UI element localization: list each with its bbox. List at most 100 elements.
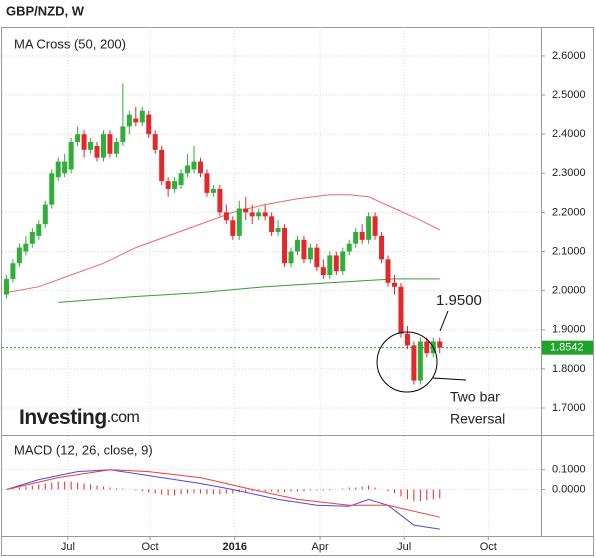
marks: 1.7000 1.8000 1.9000 2.0000 2.1000 2.2000 2.30… [2,50,593,553]
moving-average [6,194,441,294]
candle-body [294,239,300,252]
candle-body [411,345,417,381]
annotation: Two bar [450,389,500,405]
candle-body [10,263,16,279]
logo-name: Investing [19,406,107,429]
candle-body [320,267,326,275]
candle-body [327,255,333,275]
candle-body [307,247,313,260]
candle-body [391,282,397,287]
candle-body [385,259,391,283]
candle-body [29,231,35,244]
candle-body [269,216,275,232]
candle-body [126,114,132,127]
last-price-box [542,340,593,355]
candle-body [288,251,294,264]
candle-body [3,278,9,295]
macd-line [6,469,440,518]
candle-body [437,341,443,348]
candle-body [230,220,236,236]
logo-domain: .com [107,409,140,426]
x-tick-label: 2016 [223,541,247,553]
y-tick-label: 1.8000 [552,363,586,375]
x-tick-label: Oct [141,541,158,553]
candle-body [353,231,359,244]
candle-body [249,212,255,217]
candle-body [204,173,210,193]
candle-body [42,204,48,225]
candle-body [256,212,262,217]
candle-body [107,134,113,154]
candle-body [185,165,191,174]
macd-line [6,469,440,530]
candle-body [282,228,288,264]
moving-average [58,278,440,303]
candle-body [146,114,152,135]
grid [2,27,541,535]
annotation-circle [376,331,438,393]
candle-body [75,134,81,143]
candle-body [210,188,216,193]
y-tick-label: 1.9000 [552,324,586,336]
candle-body [81,134,87,150]
y-tick-label: 2.6000 [552,50,586,62]
header-title: GBP/NZD, W [6,3,85,18]
y-tick-label: 2.5000 [552,89,586,101]
x-tick-label: Jul [61,541,75,553]
candle-body [100,134,106,158]
candle-body [55,161,61,178]
candle-body [152,134,158,150]
candle-body [49,173,55,205]
x-tick-label: Oct [480,541,497,553]
candle-body [236,208,242,236]
candle-body [366,216,372,240]
candle-body [314,247,320,268]
candle-body [262,212,268,217]
x-tick-label: Jul [397,541,411,553]
y-tick-label: 2.2000 [552,206,586,218]
candle-body [191,161,197,170]
candle-body [379,235,385,260]
y-tick-label: 2.1000 [552,245,586,257]
candle-body [23,243,29,252]
candle-body [94,145,100,158]
x-tick-label: Apr [312,541,329,553]
y-tick-label: 2.3000 [552,167,586,179]
annotation-pointer [432,377,467,381]
annotation: 1.9500 [436,292,482,309]
candle-body [346,243,352,252]
candle-body [172,181,178,189]
candle-body [113,142,119,154]
macd-title: MACD (12, 26, close, 9) [14,442,153,457]
candle-body [88,142,94,150]
candle-body [301,239,307,260]
candle-body [165,181,171,189]
candle-body [417,341,423,381]
y-tick-label: 0.1000 [552,464,586,476]
candle-body [36,224,42,236]
candle-body [398,286,404,334]
y-tick-label: 0.0000 [552,483,586,495]
annotation: Reversal [450,411,505,427]
candle-body [120,126,126,143]
frame [1,27,594,556]
candle-body [62,161,68,174]
candle-body [159,149,165,182]
candle-body [223,212,229,221]
last-price-label: 1.8542 [550,342,584,354]
candle-body [197,161,203,174]
candle-body [359,231,365,240]
panel-title: MA Cross (50, 200) [14,36,126,51]
y-tick-label: 1.7000 [552,402,586,414]
logo: Investing.com [19,406,140,429]
candle-body [139,110,145,123]
candle-body [340,251,346,272]
candle-body [178,173,184,186]
candle-body [16,247,22,264]
candle-body [404,333,410,346]
candle-body [243,208,249,213]
candle-body [133,118,139,123]
annotation-pointer [439,310,449,332]
candle-body [372,216,378,236]
